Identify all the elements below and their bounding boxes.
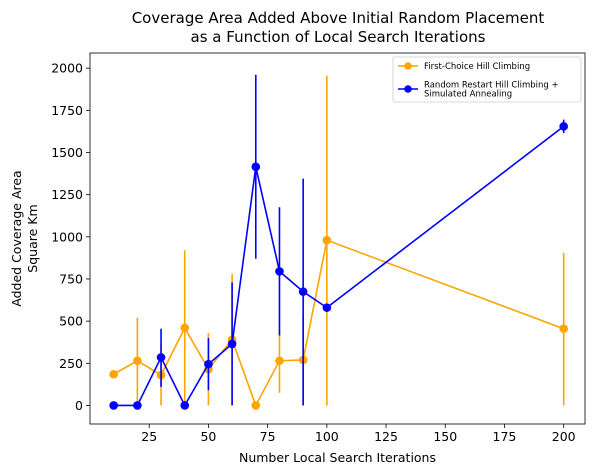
data-point (559, 122, 568, 131)
x-tick-label: 50 (200, 429, 216, 444)
y-tick-label: 2000 (51, 61, 83, 76)
x-tick-label: 175 (493, 429, 517, 444)
x-tick-label: 100 (315, 429, 339, 444)
legend-item-1: First-Choice Hill Climbing (398, 62, 530, 72)
data-point (204, 359, 213, 369)
y-tick-label: 0 (75, 398, 83, 413)
chart-title: Coverage Area Added Above Initial Random… (132, 9, 545, 46)
legend-swatch-marker (404, 62, 412, 70)
data-point (109, 369, 118, 379)
legend-label: Random Restart Hill Climbing + (424, 81, 559, 91)
y-tick-label: 1750 (51, 103, 83, 118)
y-tick-label: 1500 (51, 145, 83, 160)
data-point (133, 356, 142, 366)
y-axis-title-line: Added Coverage Area (9, 170, 24, 306)
data-point (180, 323, 190, 333)
x-tick-label: 200 (552, 429, 576, 444)
x-tick-label: 25 (141, 429, 157, 444)
data-point (322, 303, 332, 312)
x-tick-label: 150 (433, 429, 457, 444)
series-2 (109, 74, 568, 410)
chart-title-line: as a Function of Local Search Iterations (191, 28, 486, 46)
plot-area (109, 74, 568, 410)
legend-box (392, 56, 582, 103)
x-axis-title: Number Local Search Iterations (239, 450, 436, 465)
x-tick-label: 125 (374, 429, 398, 444)
y-tick-label: 1000 (51, 229, 83, 244)
data-point (180, 401, 190, 410)
y-tick-label: 750 (59, 271, 83, 286)
data-point (275, 267, 284, 276)
axes: 25 50 75 100 125 150 175 2000250500750100012501… (51, 52, 586, 444)
data-point (133, 401, 142, 410)
legend-label: First-Choice Hill Climbing (424, 62, 530, 72)
y-tick-label: 250 (59, 356, 83, 371)
data-point (275, 356, 284, 366)
series-line (113, 125, 565, 408)
legend-swatch-marker (404, 85, 412, 93)
legend: First-Choice Hill Climbing Random Restart… (392, 56, 582, 103)
data-point (559, 324, 568, 334)
data-point (251, 162, 261, 172)
y-tick-label: 500 (59, 314, 83, 329)
data-point (322, 235, 332, 245)
y-axis-title-line: Square Km (25, 204, 40, 272)
axes-frame (89, 52, 586, 425)
x-tick-label: 75 (260, 429, 276, 444)
y-axis-title: Added Coverage Area Square Km (9, 170, 40, 306)
series-1 (109, 75, 568, 410)
y-tick-label: 1250 (51, 187, 83, 202)
data-point (298, 287, 308, 296)
legend-item-2: Random Restart Hill Climbing +Simulated … (398, 81, 559, 100)
data-point (156, 353, 166, 362)
legend-label: Simulated Annealing (424, 90, 512, 100)
chart-title-line: Coverage Area Added Above Initial Random… (132, 9, 545, 27)
series-line (113, 239, 564, 408)
data-point (251, 401, 261, 410)
data-point (109, 401, 118, 410)
data-point (227, 339, 237, 349)
